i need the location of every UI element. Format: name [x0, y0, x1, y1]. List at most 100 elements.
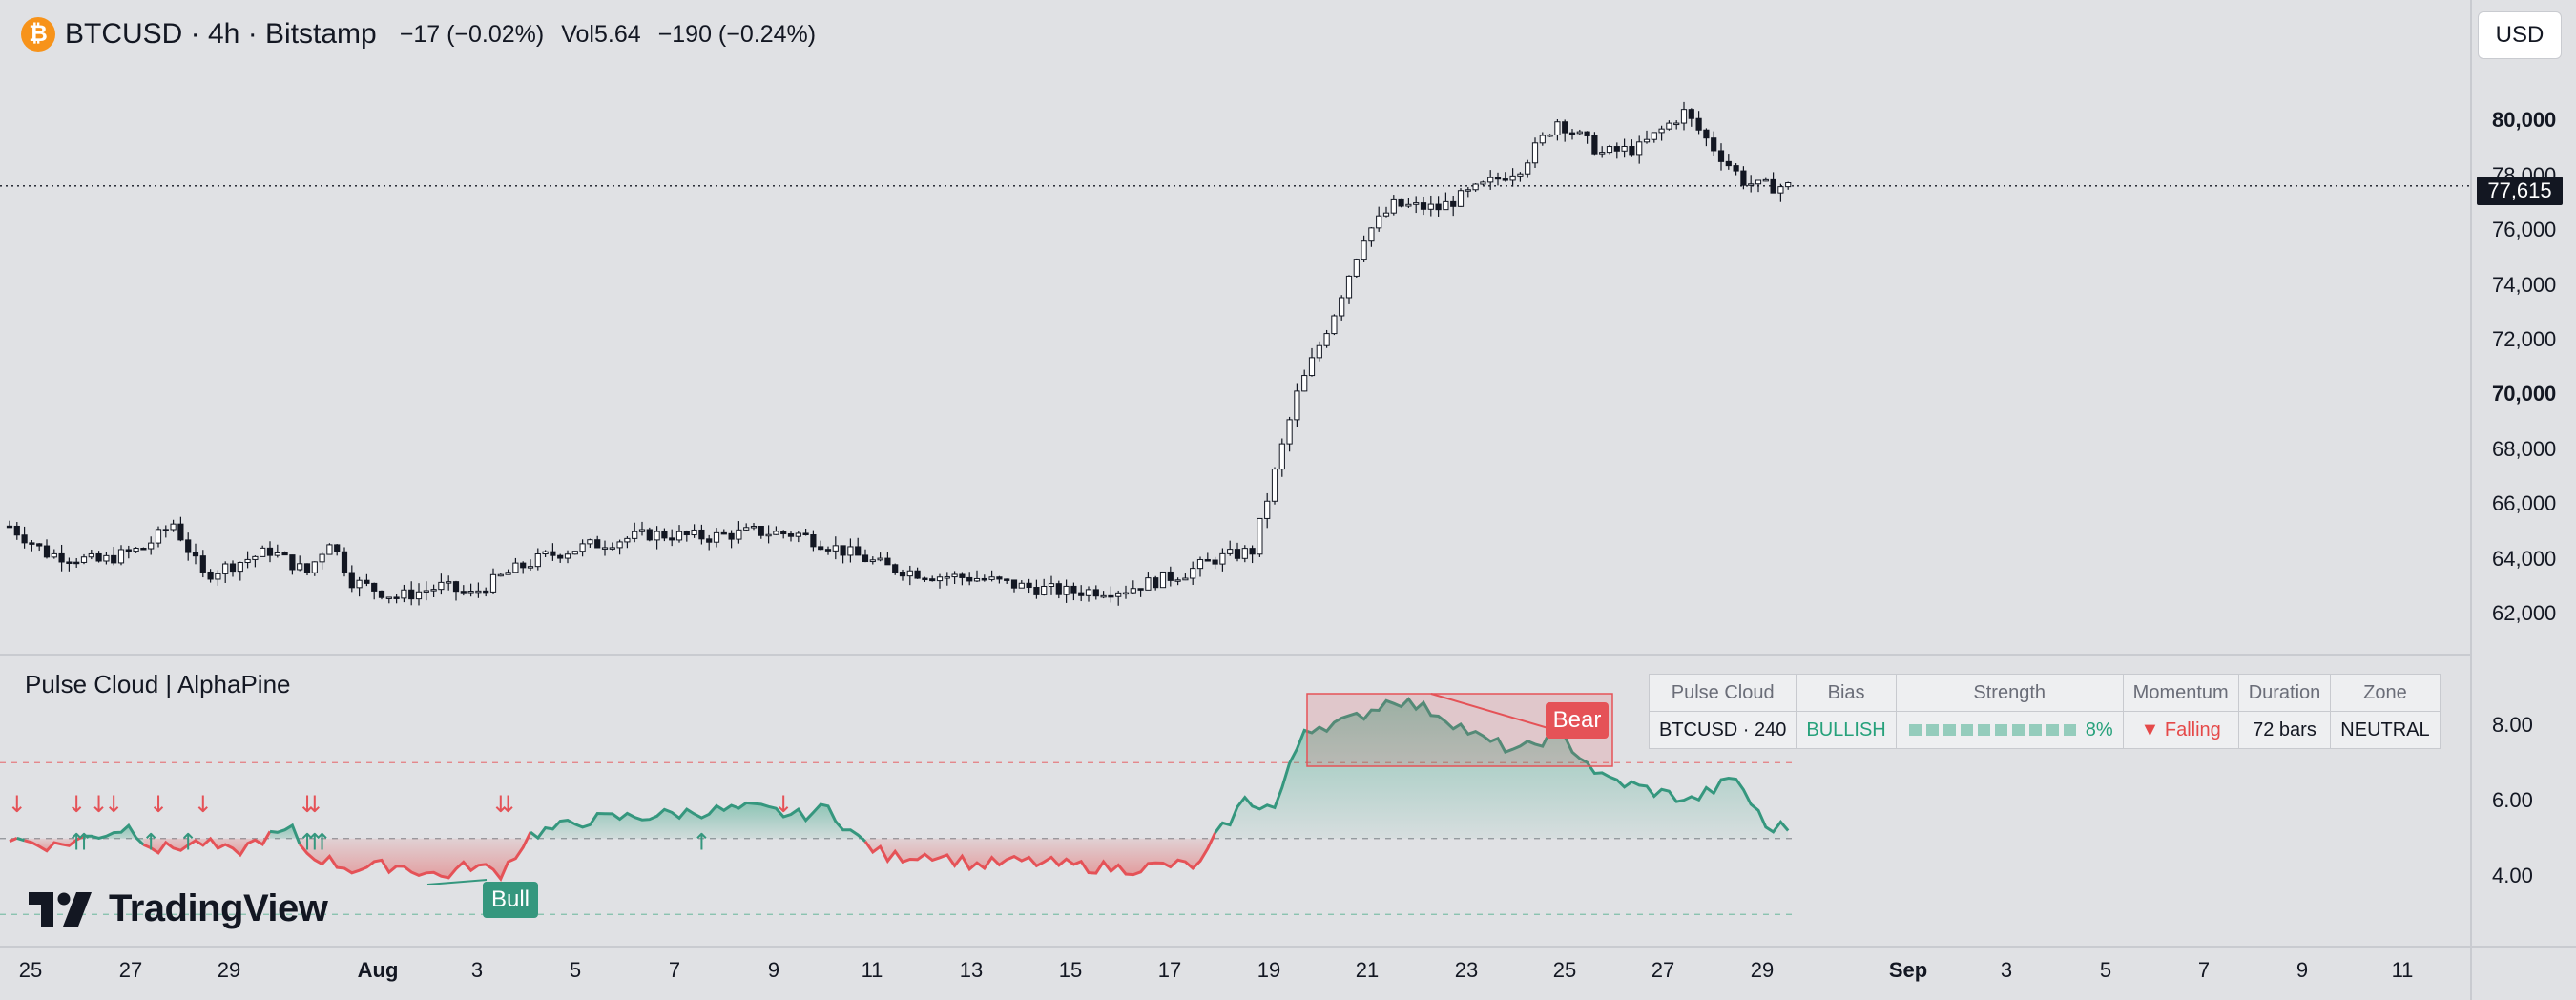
- strength-bar: [1905, 724, 2078, 737]
- buy-arrow-icon: ↑: [298, 829, 317, 856]
- pulse-cloud-fill: [530, 802, 865, 842]
- candle-body: [303, 563, 311, 573]
- candle-body: [356, 579, 363, 589]
- candle-body: [95, 552, 102, 562]
- candle-body: [1703, 129, 1710, 139]
- candle-body: [1323, 333, 1330, 346]
- symbol-title[interactable]: BTCUSD · 4h · Bitstamp: [65, 18, 377, 50]
- candle-body: [1576, 131, 1583, 135]
- candle-body: [229, 563, 237, 573]
- sell-arrow-icon: ↓: [305, 791, 324, 818]
- candle-body: [319, 553, 325, 563]
- buy-arrow-icon: ↑: [178, 829, 197, 856]
- candle-body: [334, 544, 341, 552]
- candle-body: [66, 561, 73, 564]
- pulse-line: [299, 831, 532, 883]
- candle-body: [1227, 549, 1234, 554]
- candle-body: [609, 547, 615, 550]
- candle-body: [1502, 178, 1508, 181]
- candle-body: [1636, 141, 1643, 156]
- candle-body: [1755, 179, 1762, 185]
- time-axis-label: 25: [1552, 958, 1577, 982]
- candle-body: [1717, 150, 1725, 162]
- candle-body: [1390, 198, 1397, 214]
- candle-body: [252, 555, 259, 560]
- indicator-title[interactable]: Pulse Cloud | AlphaPine: [25, 670, 291, 698]
- candle-body: [1212, 559, 1218, 565]
- candle-body: [260, 547, 266, 557]
- candle-body: [1480, 181, 1486, 185]
- candle-body: [571, 551, 578, 555]
- candle-body: [632, 531, 638, 539]
- candle-body: [1450, 200, 1457, 207]
- candle-body: [847, 546, 854, 556]
- volume-value: 5.64: [594, 20, 641, 48]
- candle-body: [1010, 579, 1018, 589]
- candle-body: [579, 543, 586, 552]
- candle-body: [1249, 548, 1256, 555]
- candle-body: [1494, 177, 1502, 180]
- candle-body: [1420, 202, 1427, 210]
- volume-label: Vol5.64: [561, 21, 640, 49]
- candle-body: [378, 590, 385, 598]
- sell-arrow-icon: ↓: [149, 791, 168, 818]
- candle-body: [1673, 122, 1680, 126]
- candle-body: [1547, 134, 1553, 137]
- candle-body: [155, 529, 162, 544]
- pulse-cloud-fill: [300, 832, 530, 880]
- candle-body: [1092, 589, 1099, 597]
- price-axis-label: 80,000: [2492, 108, 2557, 133]
- candle-body: [1339, 297, 1345, 317]
- candle-body: [408, 589, 415, 600]
- candle-body: [773, 531, 779, 535]
- bear-tag-line: [1430, 693, 1552, 730]
- pulse-cloud-fill: [865, 832, 1215, 875]
- candle-body: [73, 561, 80, 565]
- time-axis-label: 27: [1651, 958, 1675, 982]
- table-zone: NEUTRAL: [2330, 711, 2441, 749]
- candle-body: [527, 566, 534, 569]
- candle-body: [892, 564, 899, 573]
- candle-body: [1301, 375, 1308, 392]
- candle-body: [1405, 203, 1412, 207]
- candle-body: [1190, 568, 1196, 579]
- candle-body: [393, 596, 400, 599]
- candle-body: [274, 552, 280, 556]
- candle-body: [1629, 146, 1635, 156]
- candle-body: [1271, 469, 1278, 502]
- candle-body: [855, 546, 862, 556]
- candle-body: [818, 546, 824, 551]
- candle-body: [988, 576, 995, 580]
- candle-body: [29, 542, 35, 545]
- pulse-cloud-fill: [143, 831, 270, 855]
- bitcoin-icon: ₿: [21, 17, 55, 52]
- tradingview-logo[interactable]: TradingView: [29, 887, 328, 930]
- buy-arrow-icon: ↑: [141, 829, 160, 856]
- candle-body: [1174, 579, 1181, 582]
- candle-body: [1264, 500, 1271, 519]
- price-axis-label: 76,000: [2492, 218, 2557, 242]
- candle-body: [720, 531, 727, 535]
- price-change: −17 (−0.02%): [399, 20, 545, 48]
- candle-body: [564, 553, 571, 559]
- buy-arrow-icon: ↑: [67, 829, 86, 856]
- candle-body: [1085, 589, 1092, 596]
- table-header-cell: Zone: [2330, 674, 2441, 712]
- time-axis-label: 5: [569, 958, 582, 982]
- candle-body: [1651, 132, 1657, 140]
- candle-body: [1353, 259, 1360, 277]
- candle-body: [669, 537, 675, 541]
- candle-body: [483, 590, 489, 594]
- candle-body: [348, 572, 355, 589]
- price-axis-label: 64,000: [2492, 546, 2557, 571]
- candle-body: [1457, 190, 1465, 207]
- candle-body: [266, 547, 274, 556]
- bull-tag-line: [426, 879, 488, 885]
- candle-body: [222, 563, 229, 574]
- currency-button[interactable]: USD: [2478, 11, 2562, 59]
- table-row: BTCUSD · 240 BULLISH 8% ▼ Falling 72 bar…: [1648, 711, 2441, 749]
- candle-body: [148, 542, 155, 550]
- candle-body: [966, 576, 973, 582]
